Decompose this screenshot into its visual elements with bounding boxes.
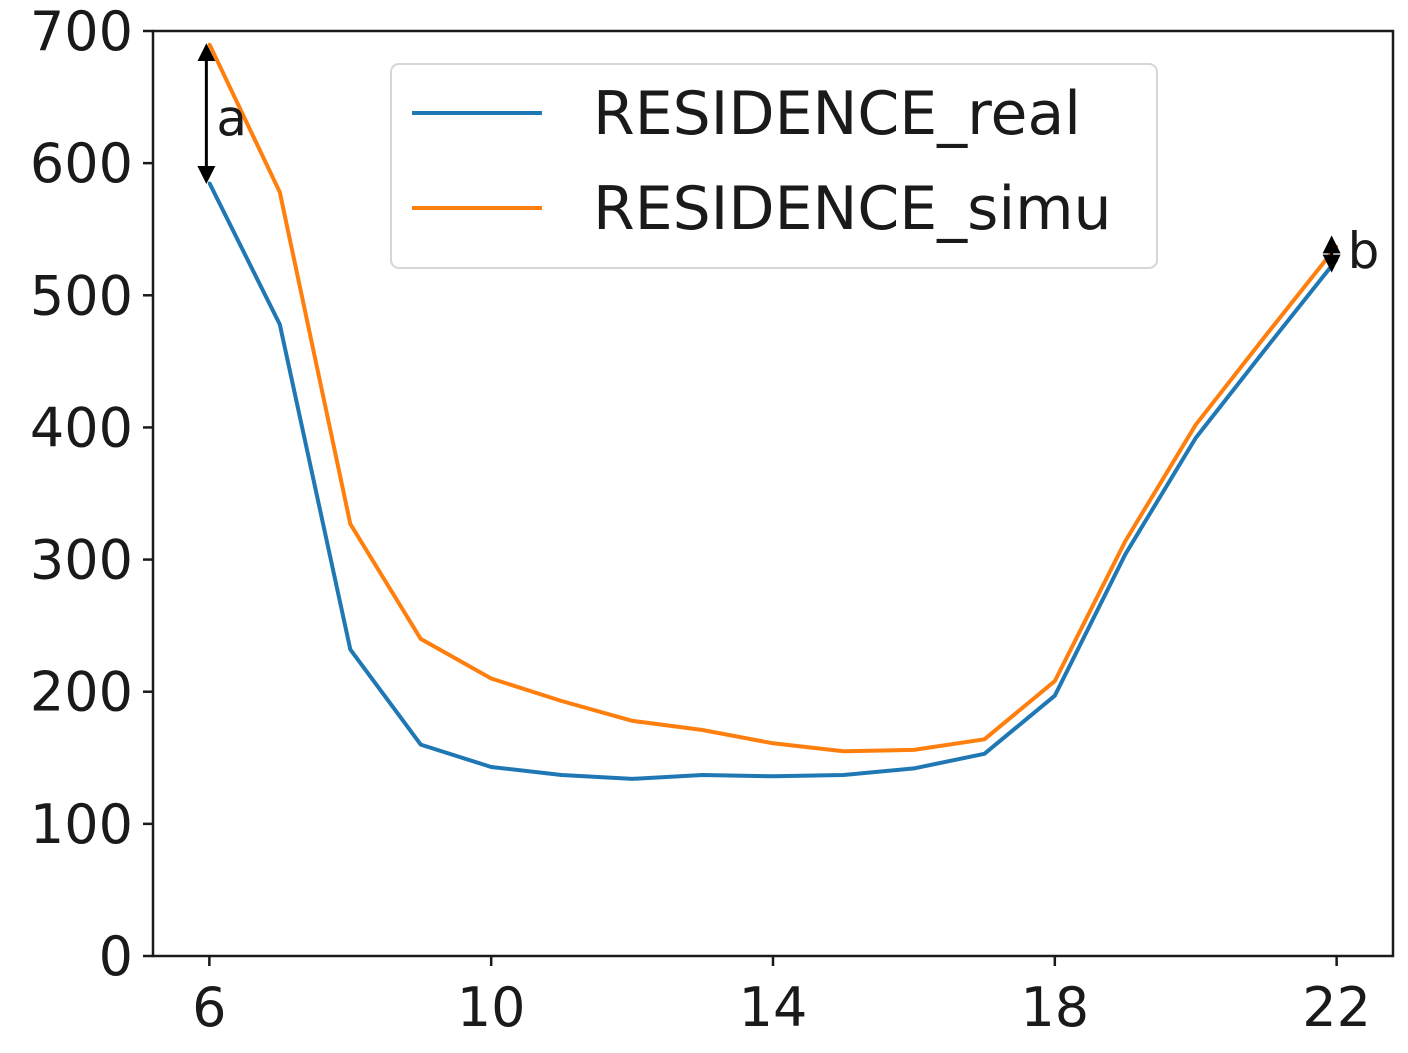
data-point [912, 766, 916, 770]
data-point [1053, 679, 1057, 683]
y-tick-label: 200 [30, 661, 133, 724]
series-line-residence-real [207, 182, 1339, 781]
data-point [278, 322, 282, 326]
data-point [1053, 694, 1057, 698]
y-tick-label: 500 [30, 264, 133, 327]
series-lines [207, 42, 1339, 781]
data-point [771, 774, 775, 778]
data-point [489, 765, 493, 769]
data-point [701, 773, 705, 777]
data-point [982, 752, 986, 756]
data-point [841, 749, 845, 753]
y-tick-label: 400 [30, 396, 133, 459]
data-point [771, 741, 775, 745]
data-point [348, 522, 352, 526]
x-tick-label: 22 [1302, 976, 1371, 1039]
data-point [1123, 539, 1127, 543]
data-point [1194, 436, 1198, 440]
data-point [278, 190, 282, 194]
data-point [207, 42, 211, 46]
legend-box [390, 63, 1158, 269]
data-point [1335, 258, 1339, 262]
data-point [1335, 244, 1339, 248]
annotations: ab [197, 43, 1380, 280]
legend: RESIDENCE_real RESIDENCE_simu [390, 63, 1158, 269]
data-point [560, 773, 564, 777]
y-tick-label: 100 [30, 793, 133, 856]
data-point [841, 773, 845, 777]
data-point [1194, 423, 1198, 427]
y-tick-label: 600 [30, 132, 133, 195]
y-tick-label: 700 [30, 0, 133, 63]
data-point [912, 748, 916, 752]
annotation-label: b [1348, 222, 1380, 280]
data-point [630, 777, 634, 781]
data-point [630, 719, 634, 723]
y-tick-label: 0 [99, 925, 133, 988]
axis-ticks: 6 10 14 18 22 0 100 200 300 400 500 600 700 [30, 0, 1371, 1039]
data-point [419, 637, 423, 641]
annotation-label: a [216, 90, 247, 148]
data-point [560, 699, 564, 703]
data-point [1123, 552, 1127, 556]
data-point [419, 743, 423, 747]
x-tick-label: 6 [192, 976, 226, 1039]
data-point [207, 181, 211, 185]
data-point [1264, 333, 1268, 337]
data-point [982, 737, 986, 741]
legend-label: RESIDENCE_real [593, 79, 1081, 149]
data-point [701, 728, 705, 732]
x-tick-label: 14 [739, 976, 808, 1039]
data-point [1264, 346, 1268, 350]
x-tick-label: 10 [457, 976, 526, 1039]
data-point [348, 647, 352, 651]
x-tick-label: 18 [1020, 976, 1089, 1039]
legend-label: RESIDENCE_simu [593, 174, 1112, 244]
y-tick-label: 300 [30, 529, 133, 592]
data-point [489, 677, 493, 680]
